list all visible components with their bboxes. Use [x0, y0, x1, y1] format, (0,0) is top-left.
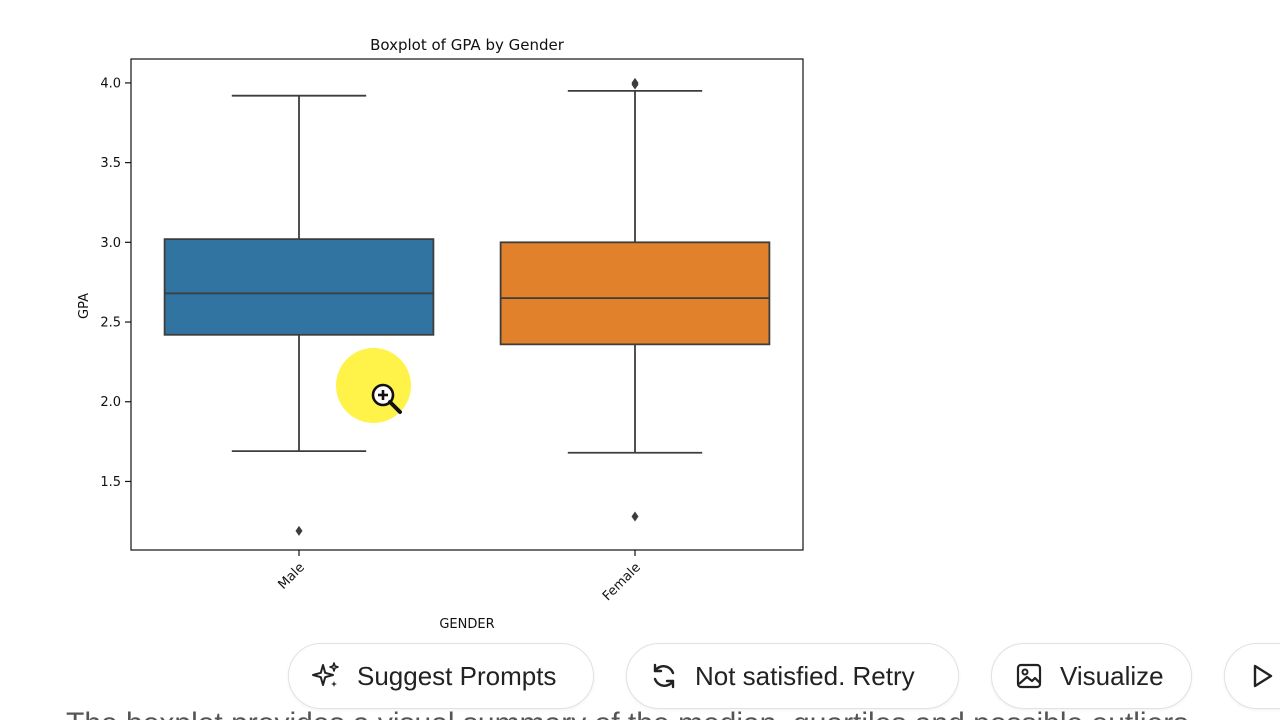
chart-title: Boxplot of GPA by Gender	[370, 36, 565, 54]
boxes-layer	[163, 77, 771, 536]
x-axis: Male Female	[275, 550, 644, 604]
x-axis-label: GENDER	[439, 617, 494, 632]
outlier-point	[631, 77, 639, 88]
iqr-box	[499, 241, 771, 346]
sparkle-icon	[311, 661, 341, 691]
boxplot-chart: Boxplot of GPA by Gender 1.5 2.0 2.5 3.0 3.5…	[77, 36, 804, 632]
y-axis-label: GPA	[77, 293, 92, 319]
y-tick-label: 3.0	[100, 236, 121, 251]
box-female	[499, 77, 771, 522]
plot-frame	[130, 58, 804, 551]
visualize-button[interactable]: Visualize	[991, 643, 1192, 709]
y-tick-label: 3.5	[100, 156, 121, 171]
x-tick-label: Male	[275, 560, 307, 592]
refresh-icon	[649, 661, 679, 691]
action-bar: Suggest Prompts Not satisfied. Retry Vis…	[0, 643, 1280, 711]
outlier-point	[631, 511, 639, 522]
x-tick-label: Female	[600, 560, 644, 604]
more-actions-button[interactable]	[1224, 643, 1280, 709]
retry-label: Not satisfied. Retry	[695, 660, 915, 691]
iqr-box	[163, 238, 435, 336]
image-icon	[1014, 661, 1044, 691]
zoom-in-cursor-icon	[371, 383, 402, 414]
box-male	[163, 94, 435, 536]
visualize-label: Visualize	[1060, 660, 1164, 691]
y-tick-label: 2.0	[100, 395, 121, 410]
play-icon	[1247, 661, 1277, 691]
y-tick-label: 1.5	[100, 475, 121, 490]
y-tick-label: 4.0	[100, 76, 121, 91]
response-text: The boxplot provides a visual summary of…	[66, 708, 1280, 720]
suggest-prompts-button[interactable]: Suggest Prompts	[288, 643, 594, 709]
y-axis: 1.5 2.0 2.5 3.0 3.5 4.0	[100, 76, 131, 490]
outlier-point	[295, 525, 303, 536]
retry-button[interactable]: Not satisfied. Retry	[626, 643, 959, 709]
y-tick-label: 2.5	[100, 316, 121, 331]
suggest-prompts-label: Suggest Prompts	[357, 660, 557, 691]
